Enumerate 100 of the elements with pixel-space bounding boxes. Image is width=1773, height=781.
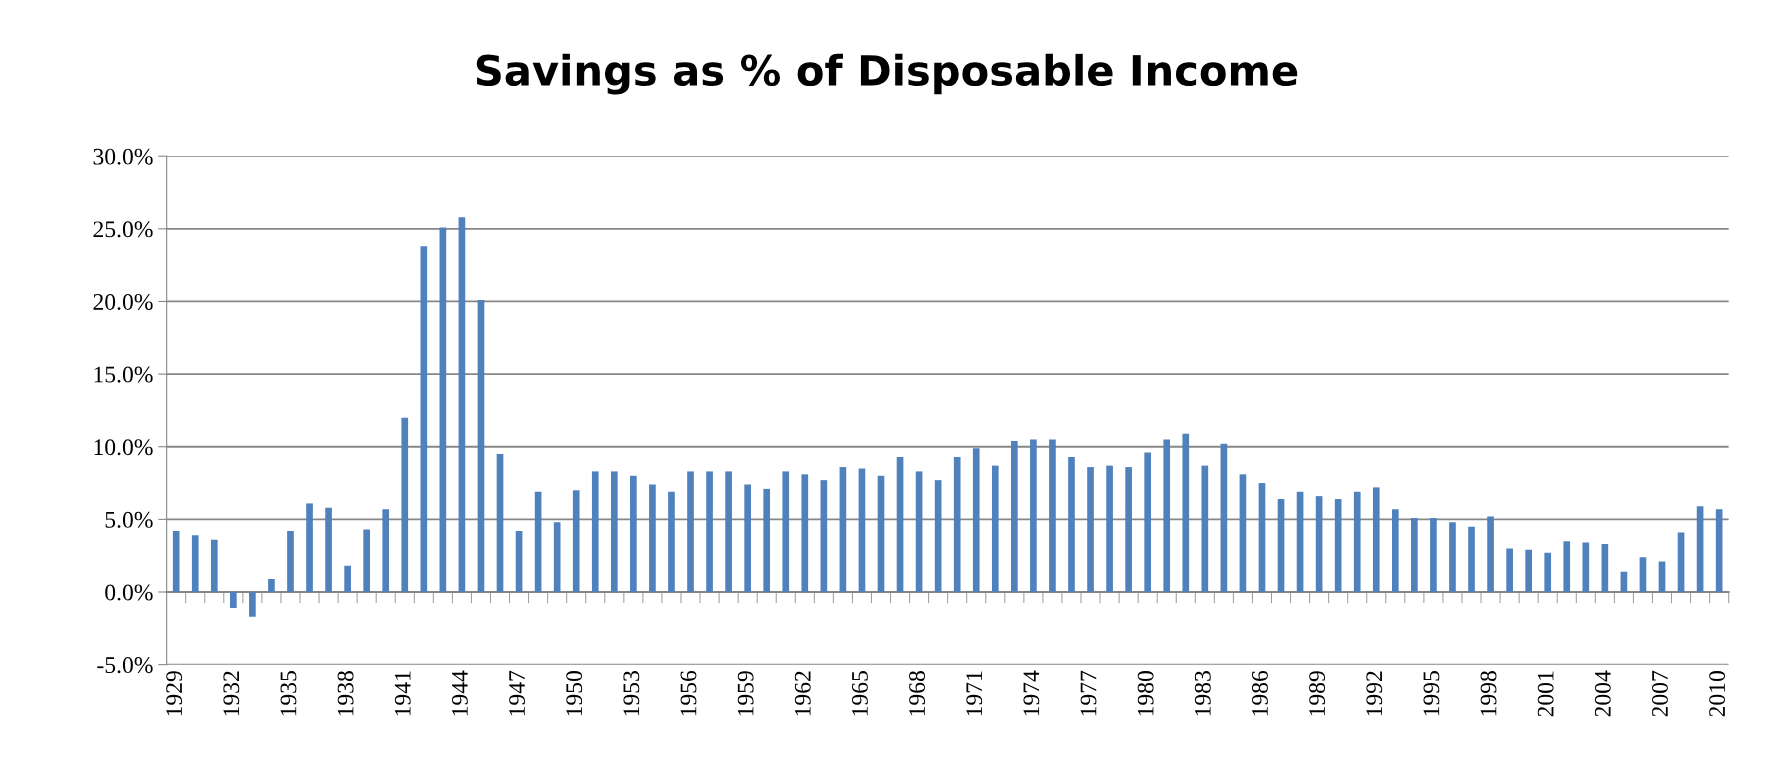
bar: [591, 471, 599, 592]
x-tick-label: 1995: [1423, 671, 1440, 716]
y-tick-label: 10.0%: [94, 439, 153, 456]
bar: [1449, 522, 1456, 592]
x-tick-label: 2001: [1537, 671, 1554, 717]
bar: [534, 491, 542, 592]
bar: [782, 471, 790, 592]
x-tick-label: 1968: [909, 671, 926, 716]
bar: [1487, 516, 1494, 592]
bar: [1030, 439, 1037, 592]
bar: [401, 417, 409, 592]
bar: [1106, 465, 1113, 592]
bar: [268, 578, 275, 592]
x-tick-label: 1932: [223, 671, 240, 716]
x-tick-label: 1998: [1480, 671, 1497, 716]
bar: [1182, 433, 1190, 592]
bar: [249, 592, 256, 617]
bar: [1601, 544, 1609, 592]
bar: [953, 456, 961, 592]
x-tick-label: 1977: [1080, 670, 1097, 716]
bar: [325, 507, 332, 592]
x-tick-label: 1983: [1194, 671, 1211, 716]
bar: [1506, 548, 1513, 592]
bar: [572, 490, 580, 592]
bar: [1544, 552, 1552, 592]
bar: [1068, 456, 1075, 592]
bar: [210, 539, 218, 592]
x-tick-label: 2004: [1594, 670, 1611, 717]
y-tick-label: 15.0%: [94, 366, 153, 383]
bar: [1468, 526, 1475, 592]
bar: [1163, 439, 1171, 592]
x-tick-label: 1959: [737, 671, 754, 716]
bar: [1011, 440, 1018, 592]
x-tick-label: 1986: [1251, 670, 1268, 716]
y-tick-label: 30.0%: [93, 148, 153, 165]
bar: [1658, 561, 1666, 592]
y-tick-label: 5.0%: [105, 511, 153, 528]
y-tick-label: 25.0%: [93, 221, 153, 238]
x-tick-label: 1956: [680, 670, 697, 716]
bar: [630, 475, 637, 592]
bar: [1049, 439, 1056, 592]
bar: [839, 467, 847, 592]
x-tick-label: 1962: [794, 671, 811, 716]
x-tick-label: 1941: [394, 671, 411, 716]
bar: [1220, 443, 1228, 592]
bar: [1372, 487, 1380, 592]
bar: [725, 471, 732, 592]
bar: [610, 471, 618, 592]
bar: [1563, 541, 1571, 592]
bar: [972, 448, 980, 592]
x-tick-label: 1953: [623, 671, 640, 716]
bar: [1125, 467, 1132, 592]
x-tick-label: 2007: [1651, 670, 1668, 717]
bar: [649, 484, 656, 592]
bar: [191, 535, 199, 592]
bar: [1353, 491, 1361, 592]
bar: [1696, 506, 1704, 592]
bar: [439, 227, 447, 592]
bar: [515, 530, 523, 592]
bar: [1296, 491, 1304, 592]
x-tick-label: 1980: [1137, 671, 1154, 716]
bar: [1258, 483, 1266, 592]
bar: [687, 471, 694, 592]
bar: [1715, 509, 1723, 592]
x-tick-label: 2010: [1709, 671, 1726, 717]
bar: [344, 565, 351, 592]
bar: [458, 217, 466, 592]
bar: [915, 471, 923, 592]
bar: [744, 484, 751, 592]
bar: [763, 488, 771, 592]
bar: [1201, 465, 1209, 592]
bar: [1677, 532, 1685, 592]
bar: [801, 474, 809, 592]
y-tick-label: 0.0%: [105, 584, 153, 601]
y-tick-label: -5.0%: [97, 657, 153, 674]
x-tick-label: 1989: [1309, 671, 1326, 716]
x-tick-label: 1938: [337, 671, 354, 716]
bar: [306, 503, 313, 592]
bar: [230, 592, 237, 608]
bar: [477, 300, 485, 592]
bar: [934, 480, 942, 592]
bar: [1582, 542, 1590, 592]
bar: [1144, 452, 1152, 592]
bar: [1411, 517, 1418, 592]
bar: [896, 456, 904, 592]
bar: [1391, 509, 1399, 592]
bar: [706, 471, 713, 592]
bar: [858, 468, 866, 592]
x-tick-label: 1950: [566, 671, 583, 716]
x-tick-label: 1935: [280, 671, 297, 716]
bar: [1525, 549, 1532, 592]
bar: [1087, 467, 1094, 592]
bar: [172, 530, 180, 592]
bar: [287, 530, 294, 592]
bar: [820, 480, 828, 592]
x-tick-label: 1947: [509, 670, 525, 716]
x-tick-label: 1929: [166, 671, 183, 716]
bar: [668, 491, 675, 592]
bar: [1430, 517, 1437, 592]
x-tick-label: 1965: [851, 671, 868, 716]
